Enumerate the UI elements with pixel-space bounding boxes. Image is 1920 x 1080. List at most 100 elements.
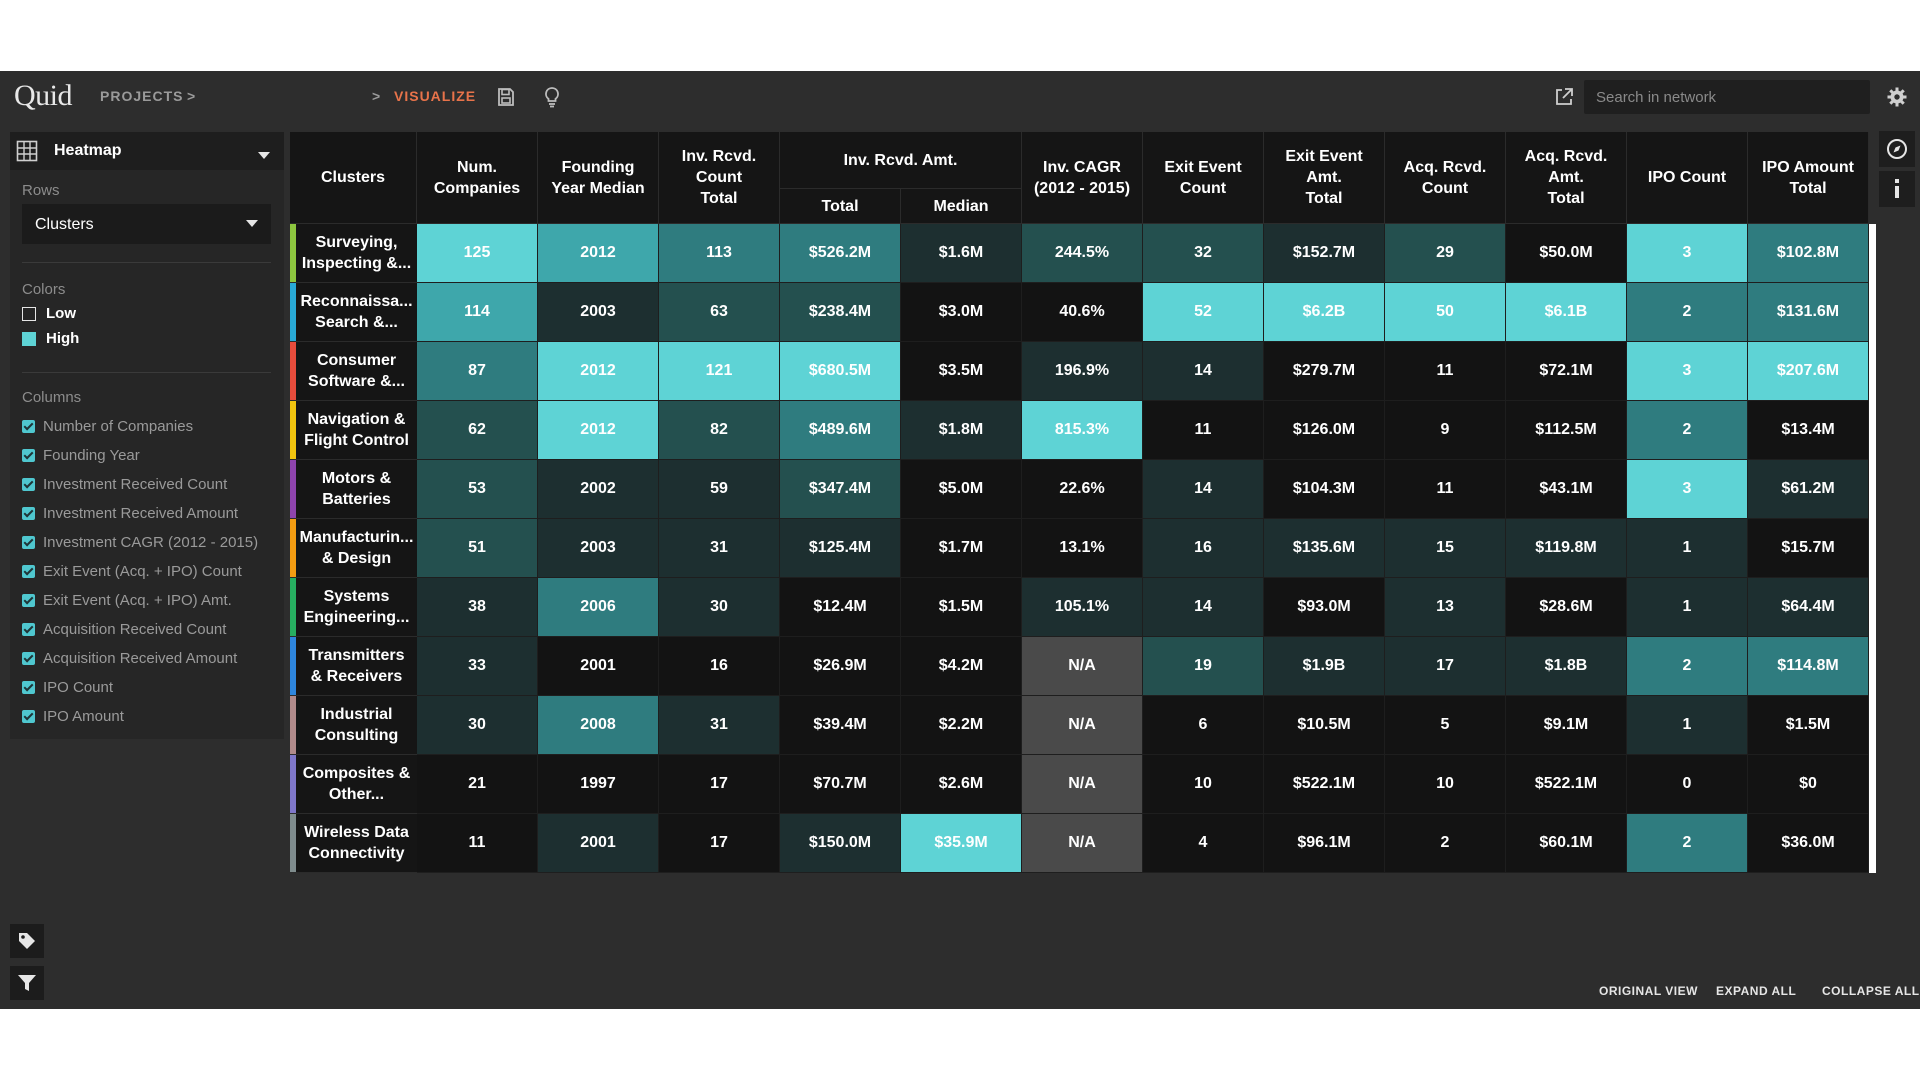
heatmap-cell-acq-amt[interactable]: $112.5M bbox=[1506, 401, 1627, 460]
heatmap-cell-acq-count[interactable]: 50 bbox=[1385, 283, 1506, 342]
heatmap-cell-ipo-amount[interactable]: $61.2M bbox=[1748, 460, 1869, 519]
heatmap-cell-inv-count[interactable]: 82 bbox=[659, 401, 780, 460]
heatmap-cell-inv-amt-total[interactable]: $526.2M bbox=[780, 224, 901, 283]
heatmap-cell-acq-count[interactable]: 29 bbox=[1385, 224, 1506, 283]
heatmap-cell-exit-count[interactable]: 16 bbox=[1143, 519, 1264, 578]
heatmap-cell-acq-amt[interactable]: $50.0M bbox=[1506, 224, 1627, 283]
filter-icon[interactable] bbox=[10, 966, 44, 1000]
heatmap-cell-acq-count[interactable]: 13 bbox=[1385, 578, 1506, 637]
heatmap-cell-exit-amt[interactable]: $104.3M bbox=[1264, 460, 1385, 519]
heatmap-cell-exit-amt[interactable]: $279.7M bbox=[1264, 342, 1385, 401]
heatmap-cell-inv-cagr[interactable]: 244.5% bbox=[1022, 224, 1143, 283]
heatmap-cell-ipo-count[interactable]: 3 bbox=[1627, 460, 1748, 519]
cluster-row-label[interactable]: Surveying, Inspecting &... bbox=[290, 224, 417, 283]
heatmap-cell-founding-year[interactable]: 2003 bbox=[538, 283, 659, 342]
heatmap-cell-ipo-count[interactable]: 1 bbox=[1627, 696, 1748, 755]
heatmap-cell-inv-amt-total[interactable]: $12.4M bbox=[780, 578, 901, 637]
heatmap-cell-inv-amt-total[interactable]: $26.9M bbox=[780, 637, 901, 696]
cluster-row-label[interactable]: Navigation & Flight Control bbox=[290, 401, 417, 460]
heatmap-cell-exit-amt[interactable]: $135.6M bbox=[1264, 519, 1385, 578]
heatmap-cell-ipo-amount[interactable]: $0 bbox=[1748, 755, 1869, 814]
expand-all-button[interactable]: EXPAND ALL bbox=[1716, 984, 1797, 998]
heatmap-cell-inv-count[interactable]: 121 bbox=[659, 342, 780, 401]
scrollbar[interactable] bbox=[1869, 224, 1876, 873]
save-icon[interactable] bbox=[491, 82, 521, 112]
heatmap-cell-acq-amt[interactable]: $9.1M bbox=[1506, 696, 1627, 755]
heatmap-cell-ipo-count[interactable]: 2 bbox=[1627, 814, 1748, 873]
heatmap-cell-inv-cagr[interactable]: N/A bbox=[1022, 755, 1143, 814]
heatmap-cell-acq-amt[interactable]: $28.6M bbox=[1506, 578, 1627, 637]
heatmap-cell-exit-amt[interactable]: $1.9B bbox=[1264, 637, 1385, 696]
heatmap-cell-inv-amt-median[interactable]: $4.2M bbox=[901, 637, 1022, 696]
heatmap-cell-num-companies[interactable]: 38 bbox=[417, 578, 538, 637]
heatmap-cell-acq-amt[interactable]: $72.1M bbox=[1506, 342, 1627, 401]
heatmap-cell-exit-count[interactable]: 14 bbox=[1143, 342, 1264, 401]
heatmap-cell-exit-amt[interactable]: $126.0M bbox=[1264, 401, 1385, 460]
heatmap-cell-exit-count[interactable]: 19 bbox=[1143, 637, 1264, 696]
heatmap-cell-inv-count[interactable]: 16 bbox=[659, 637, 780, 696]
heatmap-cell-exit-count[interactable]: 6 bbox=[1143, 696, 1264, 755]
heatmap-cell-founding-year[interactable]: 2012 bbox=[538, 401, 659, 460]
cluster-row-label[interactable]: Reconnaissa... Search &... bbox=[290, 283, 417, 342]
header-ipo-amount[interactable]: IPO Amount Total bbox=[1748, 132, 1869, 224]
heatmap-cell-num-companies[interactable]: 33 bbox=[417, 637, 538, 696]
heatmap-cell-inv-count[interactable]: 113 bbox=[659, 224, 780, 283]
heatmap-cell-acq-count[interactable]: 11 bbox=[1385, 342, 1506, 401]
heatmap-cell-inv-cagr[interactable]: 40.6% bbox=[1022, 283, 1143, 342]
heatmap-cell-num-companies[interactable]: 87 bbox=[417, 342, 538, 401]
heatmap-cell-ipo-count[interactable]: 0 bbox=[1627, 755, 1748, 814]
header-acq-amt[interactable]: Acq. Rcvd. Amt. Total bbox=[1506, 132, 1627, 224]
heatmap-cell-num-companies[interactable]: 11 bbox=[417, 814, 538, 873]
heatmap-cell-exit-count[interactable]: 4 bbox=[1143, 814, 1264, 873]
projects-breadcrumb[interactable]: PROJECTS bbox=[100, 88, 184, 104]
heatmap-cell-inv-cagr[interactable]: 815.3% bbox=[1022, 401, 1143, 460]
heatmap-cell-founding-year[interactable]: 2001 bbox=[538, 637, 659, 696]
header-acq-count[interactable]: Acq. Rcvd. Count bbox=[1385, 132, 1506, 224]
heatmap-cell-exit-amt[interactable]: $93.0M bbox=[1264, 578, 1385, 637]
column-toggle[interactable]: IPO Amount bbox=[22, 705, 124, 727]
heatmap-cell-inv-count[interactable]: 31 bbox=[659, 696, 780, 755]
heatmap-cell-exit-amt[interactable]: $96.1M bbox=[1264, 814, 1385, 873]
heatmap-cell-ipo-amount[interactable]: $102.8M bbox=[1748, 224, 1869, 283]
heatmap-cell-acq-count[interactable]: 10 bbox=[1385, 755, 1506, 814]
heatmap-cell-exit-amt[interactable]: $6.2B bbox=[1264, 283, 1385, 342]
heatmap-cell-inv-amt-total[interactable]: $680.5M bbox=[780, 342, 901, 401]
header-ipo-count[interactable]: IPO Count bbox=[1627, 132, 1748, 224]
heatmap-cell-num-companies[interactable]: 62 bbox=[417, 401, 538, 460]
heatmap-cell-num-companies[interactable]: 51 bbox=[417, 519, 538, 578]
heatmap-cell-inv-cagr[interactable]: 105.1% bbox=[1022, 578, 1143, 637]
heatmap-cell-ipo-count[interactable]: 3 bbox=[1627, 224, 1748, 283]
heatmap-cell-exit-amt[interactable]: $10.5M bbox=[1264, 696, 1385, 755]
heatmap-cell-founding-year[interactable]: 2012 bbox=[538, 342, 659, 401]
heatmap-cell-num-companies[interactable]: 21 bbox=[417, 755, 538, 814]
column-toggle[interactable]: Exit Event (Acq. + IPO) Count bbox=[22, 560, 242, 582]
column-toggle[interactable]: Investment CAGR (2012 - 2015) bbox=[22, 531, 258, 553]
heatmap-cell-inv-cagr[interactable]: N/A bbox=[1022, 696, 1143, 755]
heatmap-cell-acq-amt[interactable]: $119.8M bbox=[1506, 519, 1627, 578]
heatmap-cell-inv-amt-median[interactable]: $2.2M bbox=[901, 696, 1022, 755]
header-num-companies[interactable]: Num. Companies bbox=[417, 132, 538, 224]
checkbox[interactable] bbox=[22, 593, 35, 607]
heatmap-cell-inv-cagr[interactable]: 13.1% bbox=[1022, 519, 1143, 578]
header-exit-count[interactable]: Exit Event Count bbox=[1143, 132, 1264, 224]
heatmap-cell-inv-amt-median[interactable]: $1.6M bbox=[901, 224, 1022, 283]
cluster-row-label[interactable]: Wireless Data Connectivity bbox=[290, 814, 417, 873]
heatmap-cell-acq-amt[interactable]: $60.1M bbox=[1506, 814, 1627, 873]
heatmap-cell-ipo-count[interactable]: 2 bbox=[1627, 637, 1748, 696]
external-link-icon[interactable] bbox=[1549, 82, 1579, 112]
heatmap-cell-inv-count[interactable]: 59 bbox=[659, 460, 780, 519]
heatmap-cell-inv-amt-median[interactable]: $2.6M bbox=[901, 755, 1022, 814]
original-view-button[interactable]: ORIGINAL VIEW bbox=[1599, 984, 1698, 998]
heatmap-cell-exit-count[interactable]: 10 bbox=[1143, 755, 1264, 814]
heatmap-cell-founding-year[interactable]: 2008 bbox=[538, 696, 659, 755]
heatmap-cell-inv-cagr[interactable]: 196.9% bbox=[1022, 342, 1143, 401]
cluster-row-label[interactable]: Consumer Software &... bbox=[290, 342, 417, 401]
heatmap-cell-inv-count[interactable]: 30 bbox=[659, 578, 780, 637]
column-toggle[interactable]: Acquisition Received Count bbox=[22, 618, 226, 640]
heatmap-cell-ipo-count[interactable]: 2 bbox=[1627, 283, 1748, 342]
column-toggle[interactable]: IPO Count bbox=[22, 676, 113, 698]
heatmap-cell-inv-amt-median[interactable]: $3.0M bbox=[901, 283, 1022, 342]
heatmap-cell-inv-count[interactable]: 17 bbox=[659, 814, 780, 873]
heatmap-cell-ipo-amount[interactable]: $36.0M bbox=[1748, 814, 1869, 873]
checkbox[interactable] bbox=[22, 709, 35, 723]
